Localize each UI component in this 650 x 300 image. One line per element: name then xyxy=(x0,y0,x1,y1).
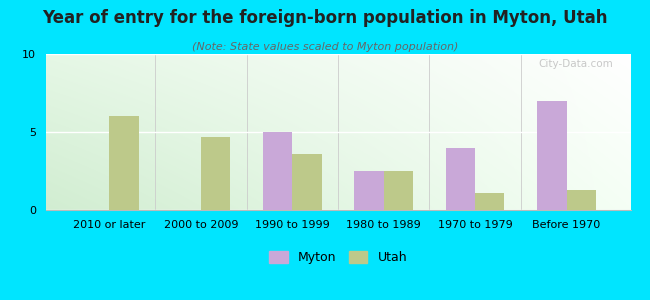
Text: Year of entry for the foreign-born population in Myton, Utah: Year of entry for the foreign-born popul… xyxy=(42,9,608,27)
Text: City-Data.com: City-Data.com xyxy=(538,59,613,69)
Bar xyxy=(201,137,230,210)
Bar xyxy=(109,116,138,210)
Bar xyxy=(538,101,567,210)
Bar xyxy=(292,154,322,210)
Bar xyxy=(384,171,413,210)
Bar xyxy=(567,190,596,210)
Text: (Note: State values scaled to Myton population): (Note: State values scaled to Myton popu… xyxy=(192,42,458,52)
Bar xyxy=(354,171,383,210)
Bar xyxy=(446,148,475,210)
Bar xyxy=(263,132,292,210)
Legend: Myton, Utah: Myton, Utah xyxy=(264,246,412,269)
Bar xyxy=(475,193,504,210)
